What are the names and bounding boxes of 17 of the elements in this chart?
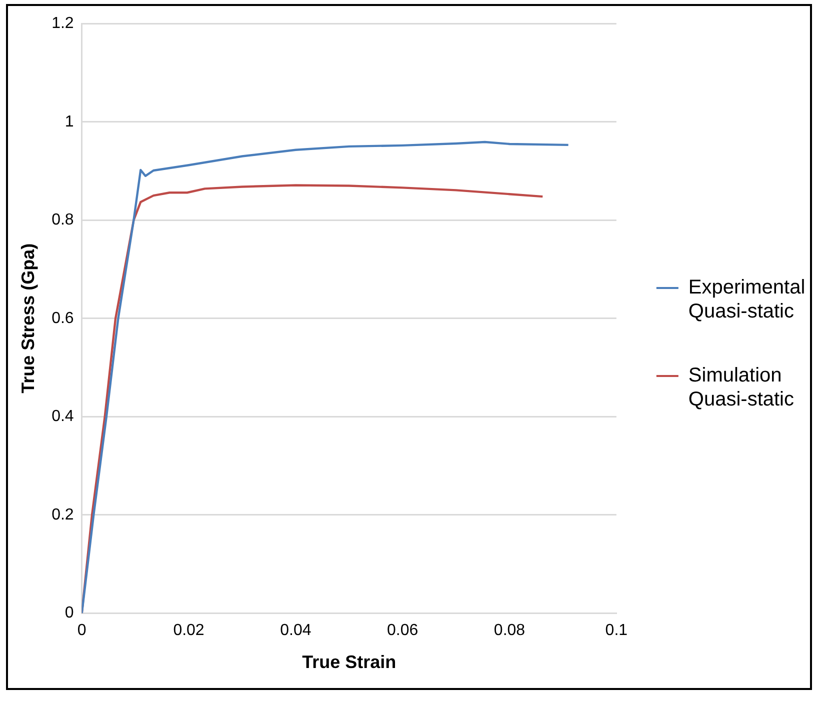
legend-label: Simulation Quasi-static [688, 364, 794, 411]
y-tick-label: 0.8 [52, 212, 74, 229]
y-tick-label: 0.6 [52, 310, 74, 327]
x-tick-label: 0.08 [494, 622, 526, 640]
legend-label: Experimental Quasi-static [688, 276, 806, 323]
y-tick-label: 0.4 [52, 408, 74, 426]
y-tick-label: 1 [64, 113, 74, 130]
x-tick-label: 0.04 [280, 622, 312, 640]
x-axis-title: True Strain [302, 652, 396, 672]
x-tick-label: 0.1 [605, 622, 628, 640]
x-tick-label: 0 [77, 622, 86, 640]
y-tick-label: 0 [64, 604, 74, 622]
y-axis-title: True Stress (Gpa) [18, 243, 38, 394]
x-tick-label: 0.02 [173, 622, 204, 640]
y-tick-label: 0.2 [52, 506, 74, 524]
y-tick-label: 1.2 [52, 15, 74, 32]
x-tick-label: 0.06 [387, 622, 418, 640]
